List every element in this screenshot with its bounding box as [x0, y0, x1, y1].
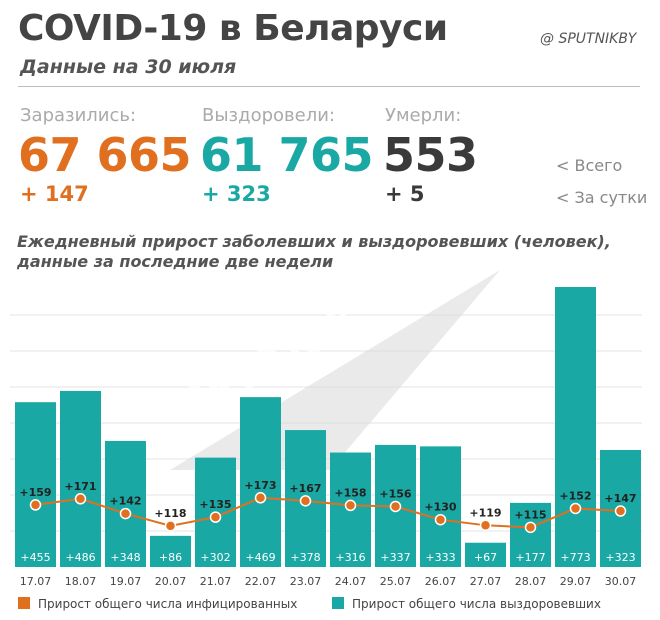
infected-delta: + 147 — [20, 182, 89, 206]
recovered-bar — [150, 535, 191, 567]
recovered-bar-label: +378 — [290, 551, 320, 564]
infected-point-label: +118 — [154, 507, 186, 520]
recovered-bar-label: +67 — [474, 551, 497, 564]
recovered-bar-label: +323 — [605, 551, 635, 564]
recovered-bar — [240, 397, 281, 567]
infected-point — [254, 492, 267, 504]
recovered-bar — [420, 446, 461, 567]
died-label: Умерли: — [385, 105, 462, 126]
x-tick-label: 24.07 — [335, 575, 367, 588]
infected-point — [479, 519, 492, 532]
recovered-bar — [510, 502, 551, 567]
infected-point-label: +115 — [514, 508, 546, 521]
infected-point-label: +156 — [379, 487, 412, 500]
infected-point-label: +171 — [64, 480, 96, 493]
x-axis-tick-labels: 17.07 18.07 19.07 20.07 21.07 22.07 23.07 24.07… — [20, 575, 637, 588]
recovered-bars — [15, 287, 641, 567]
infected-point-label: +159 — [19, 486, 51, 499]
recovered-bar-label: +773 — [560, 551, 590, 564]
infected-line-path — [35, 496, 621, 529]
x-tick-label: 27.07 — [470, 575, 502, 588]
recovered-bar-label: +348 — [110, 551, 140, 564]
infected-point — [299, 495, 312, 507]
chart-legend: Прирост общего числа инфицированных Приро… — [18, 597, 601, 611]
infected-line: +159 +171 +142 +118 +135 +173 +167 +158 +156 +130… — [19, 479, 637, 534]
infected-point — [119, 507, 132, 520]
recovered-bar-labels: +455 +486 +348 +86 +302 +469 +378 +316 +337 +333 +… — [20, 551, 635, 564]
x-tick-label: 23.07 — [290, 575, 322, 588]
recovered-bar — [555, 287, 596, 567]
infected-point — [164, 520, 177, 532]
infected-point — [614, 505, 627, 517]
recovered-bar-label: +177 — [515, 551, 545, 564]
x-tick-label: 28.07 — [515, 575, 547, 588]
page-subtitle: Данные на 30 июля — [20, 56, 237, 78]
recovered-bar-label: +302 — [200, 551, 230, 564]
recovered-bar-label: +316 — [335, 551, 365, 564]
infected-point — [569, 502, 582, 515]
x-tick-label: 29.07 — [560, 575, 592, 588]
infected-total: 67 665 — [18, 128, 192, 182]
infected-point-label: +142 — [109, 495, 141, 508]
x-tick-label: 18.07 — [65, 575, 97, 588]
recovered-bar — [15, 402, 56, 567]
recovered-bar — [60, 390, 101, 567]
x-tick-label: 19.07 — [110, 575, 142, 588]
infected-point-label: +173 — [244, 479, 276, 492]
infected-point — [344, 499, 357, 512]
infected-point-label: +147 — [604, 492, 636, 505]
infected-label: Заразились: — [20, 105, 137, 126]
died-delta: + 5 — [385, 182, 425, 206]
x-tick-label: 20.07 — [155, 575, 187, 588]
infected-point — [434, 513, 447, 526]
recovered-bar-label: +455 — [20, 551, 50, 564]
x-tick-label: 25.07 — [380, 575, 412, 588]
x-tick-label: 22.07 — [245, 575, 277, 588]
recovered-delta: + 323 — [202, 182, 271, 206]
daily-note: < За сутки — [556, 188, 648, 207]
recovered-bar-label: +486 — [65, 551, 95, 564]
chart-title: Ежедневный прирост заболевших и выздоров… — [17, 232, 611, 271]
recovered-bar-label: +86 — [159, 551, 182, 564]
recovered-bar-label: +333 — [425, 551, 455, 564]
infected-point — [209, 511, 222, 523]
infected-point-label: +119 — [469, 506, 501, 519]
infected-point — [524, 521, 537, 534]
legend-swatch-infected — [18, 597, 30, 609]
x-tick-label: 30.07 — [605, 575, 637, 588]
recovered-bar — [105, 440, 146, 567]
recovered-label: Выздоровели: — [202, 105, 335, 126]
page-title: COVID-19 в Беларуси — [18, 8, 448, 49]
x-tick-label: 17.07 — [20, 575, 52, 588]
infected-point — [29, 499, 42, 511]
infected-point-label: +158 — [334, 486, 366, 499]
recovered-bar-label: +337 — [380, 551, 410, 564]
legend-swatch-recovered — [332, 597, 344, 609]
died-total: 553 — [383, 128, 478, 182]
x-tick-label: 21.07 — [200, 575, 232, 588]
recovered-total: 61 765 — [200, 128, 374, 182]
total-note: < Всего — [556, 156, 623, 175]
recovered-bar-label: +469 — [245, 551, 275, 564]
infected-point — [74, 493, 87, 505]
legend-label-infected: Прирост общего числа инфицированных — [38, 597, 297, 611]
source-credit: @ SPUTNIKBY — [540, 31, 637, 47]
infected-point-label: +135 — [199, 498, 231, 511]
header-divider — [18, 86, 640, 87]
infected-point-label: +152 — [559, 489, 591, 502]
recovered-bar — [465, 542, 506, 567]
watermark: SPUTNIK — [170, 270, 500, 470]
infected-point-label: +167 — [289, 482, 321, 495]
x-tick-label: 26.07 — [425, 575, 457, 588]
legend-label-recovered: Прирост общего числа выздоровевших — [352, 597, 601, 611]
infected-point-label: +130 — [424, 501, 457, 514]
infected-point — [389, 500, 402, 513]
